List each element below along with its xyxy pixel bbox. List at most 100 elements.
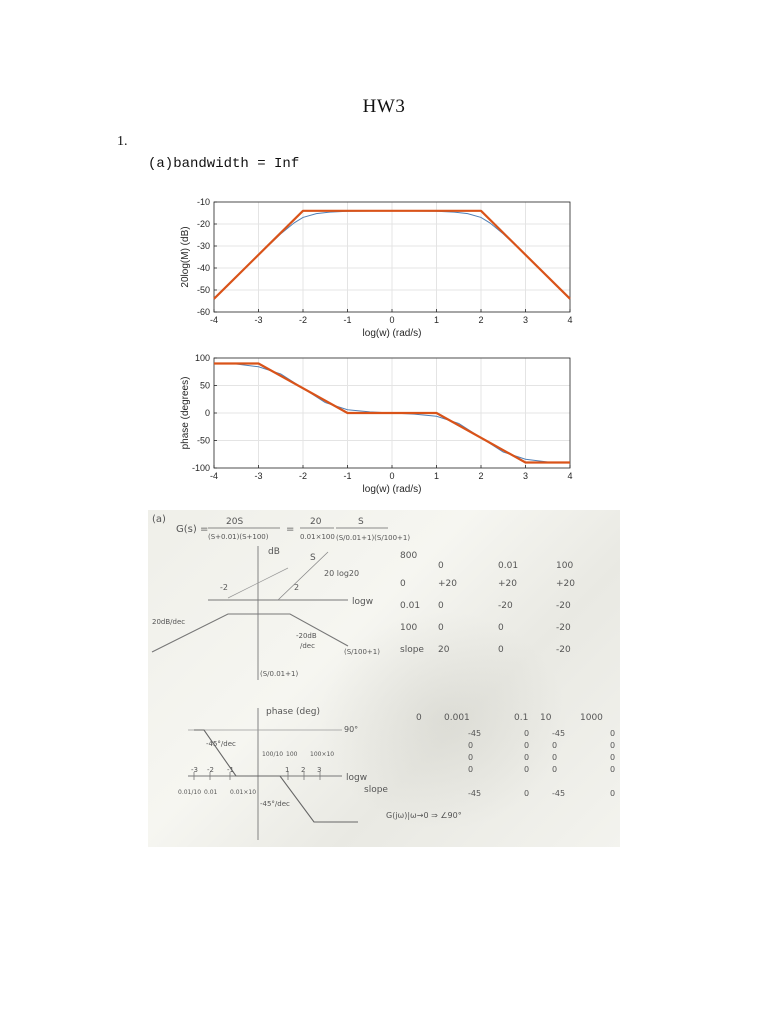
mag-series-asymptote — [213, 209, 571, 300]
hw-phase-freq-bottom-2: 0.01×10 — [230, 789, 256, 796]
magnitude-bode-plot: -4 -3 -2 -1 0 1 2 3 4 -10 -20 -30 -40 -50 -60 log(w) (r… — [170, 190, 590, 342]
hw-phase-table-cell-3-1: 0 — [524, 765, 529, 774]
hw-phase-tick-label-1: -2 — [207, 766, 214, 774]
hw-phase-table-cell-0-2: -45 — [552, 729, 565, 738]
phase-bode-plot: -4 -3 -2 -1 0 1 2 3 4 100 50 0 -50 -100 log(w) (rad/s)… — [170, 346, 590, 498]
mag-ytick-label-2: -30 — [197, 241, 210, 251]
phase-plot-svg: -4 -3 -2 -1 0 1 2 3 4 100 50 0 -50 -100 log(w) (rad/s)… — [180, 353, 573, 495]
mag-ytick-label-0: -10 — [197, 197, 210, 207]
hw-phase-table-cell-0-3: 0 — [610, 729, 615, 738]
hw-mag-table-cell-0-3: +20 — [556, 579, 575, 589]
hw-phase-slope-label: slope — [364, 785, 388, 795]
hw-mag-factor1: (S/100+1) — [344, 648, 380, 656]
phase-ytick-label-0: 100 — [195, 353, 210, 363]
hw-mag-s-label: S — [310, 553, 316, 563]
phase-xtick-label-7: 3 — [523, 471, 528, 481]
hw-mag-axis-label: dB — [268, 547, 280, 557]
hw-mag-table-cell-2-1: 0 — [438, 623, 444, 633]
hw-mag-20log20: 20 log20 — [324, 569, 359, 578]
hw-phase-table-cell-1-0: 0 — [468, 741, 473, 750]
mag-xtick-label-7: 3 — [523, 315, 528, 325]
hw-part-label: (a) — [152, 514, 166, 525]
hw-tf-den1: (S+0.01)(S+100) — [208, 533, 269, 541]
hw-phase-freq-top-1: 100 — [286, 751, 298, 758]
mag-xtick-label-1: -3 — [254, 315, 262, 325]
hw-mag-dec: /dec — [300, 642, 315, 650]
hw-mag-table-cell-1-3: -20 — [556, 601, 571, 611]
hw-phase-tick-label-4: 2 — [301, 766, 305, 774]
hw-mag-logw: logw — [352, 597, 373, 607]
hw-mag-table-cell-2-3: -20 — [556, 623, 571, 633]
question-number: 1. — [117, 134, 128, 149]
hw-mag-table-cell-0-0: 0 — [400, 579, 406, 589]
hw-mag-factor2: (S/0.01+1) — [260, 670, 298, 678]
hw-tf-den2: 0.01×100 — [300, 533, 335, 541]
hw-mag-curve — [151, 613, 349, 653]
hw-phase-table-header-0: 0 — [416, 713, 422, 723]
hw-mag-table-cell-0-2: +20 — [498, 579, 517, 589]
phase-ytick-label-2: 0 — [205, 408, 210, 418]
hw-mag-20db-dec: 20dB/dec — [152, 618, 185, 626]
hw-mag-table-cell-3-2: 0 — [498, 645, 504, 655]
hw-mag-neg2: -2 — [220, 583, 228, 592]
hw-tf-lhs: G(s) = — [176, 524, 208, 535]
handwritten-notes-svg: (a) G(s) = 20S (S+0.01)(S+100) = 20 0.01… — [151, 514, 615, 840]
mag-xtick-label-5: 1 — [434, 315, 439, 325]
hw-tf-factors: (S/0.01+1)(S/100+1) — [336, 534, 410, 542]
hw-mag-s-line — [277, 551, 329, 601]
phase-series-asymptote — [214, 362, 570, 464]
mag-xtick-label-4: 0 — [389, 315, 394, 325]
mag-xtick-label-0: -4 — [210, 315, 218, 325]
phase-ytick-label-4: -100 — [192, 463, 210, 473]
hw-mag-table-header-2: 0.01 — [498, 561, 518, 571]
mag-ytick-label-1: -20 — [197, 219, 210, 229]
hw-phase-axis-label: phase (deg) — [266, 707, 320, 717]
phase-xtick-label-5: 1 — [434, 471, 439, 481]
phase-xtick-label-2: -2 — [299, 471, 307, 481]
hw-mag-table-cell-1-0: 0.01 — [400, 601, 420, 611]
hw-phase-ticks: -3 -2 -1 1 2 3 100/10 100 100×10 0.01/10 0.01 0.01×… — [178, 751, 334, 796]
mag-ylabel: 20log(M) (dB) — [180, 226, 191, 287]
hw-mag-table-cell-3-0: slope — [400, 645, 424, 655]
hw-phase-table-cell-1-2: 0 — [552, 741, 557, 750]
hw-phase-table-header-4: 1000 — [580, 713, 603, 723]
mag-ytick-label-4: -50 — [197, 285, 210, 295]
phase-xtick-label-3: -1 — [343, 471, 351, 481]
phase-xtick-label-8: 4 — [567, 471, 572, 481]
hw-phase-table-cell-2-1: 0 — [524, 753, 529, 762]
mag-xtick-label-3: -1 — [343, 315, 351, 325]
hw-phase-table-header-2: 0.1 — [514, 713, 528, 723]
hw-phase-table-cell-1-1: 0 — [524, 741, 529, 750]
phase-ytick-label-3: -50 — [197, 436, 210, 446]
hw-mag-table-header-0: 800 — [400, 551, 417, 561]
hw-phase-table-header-3: 10 — [540, 713, 552, 723]
phase-xtick-label-6: 2 — [478, 471, 483, 481]
hw-phase-table-cell-2-3: 0 — [610, 753, 615, 762]
hw-phase-table-cell-0-1: 0 — [524, 729, 529, 738]
hw-mag-table-cell-2-0: 100 — [400, 623, 417, 633]
hw-phase-90: 90° — [344, 725, 358, 734]
hw-phase-freq-top-2: 100×10 — [310, 751, 334, 758]
handwritten-notes-photo: (a) G(s) = 20S (S+0.01)(S+100) = 20 0.01… — [148, 510, 620, 847]
hw-tf-eq: = — [286, 524, 294, 535]
hw-mag-table-cell-2-2: 0 — [498, 623, 504, 633]
hw-phase-freq-bottom-1: 0.01 — [204, 789, 218, 796]
hw-phase-slope-value-2: -45 — [552, 789, 565, 798]
mag-xtick-label-2: -2 — [299, 315, 307, 325]
mag-ytick-label-3: -40 — [197, 263, 210, 273]
hw-phase-table-cell-3-2: 0 — [552, 765, 557, 774]
mag-xtick-label-8: 4 — [567, 315, 572, 325]
phase-ytick-label-1: 50 — [200, 381, 210, 391]
hw-phase-table-cell-3-3: 0 — [610, 765, 615, 774]
hw-phase-tick-label-3: 1 — [285, 766, 289, 774]
hw-mag-table-cell-1-2: -20 — [498, 601, 513, 611]
hw-phase-table-cell-1-3: 0 — [610, 741, 615, 750]
hw-mag-table-cell-3-1: 20 — [438, 645, 450, 655]
hw-mag-neg20db: -20dB — [296, 632, 317, 640]
hw-phase-table-cell-2-0: 0 — [468, 753, 473, 762]
hw-phase-table: 0 0.001 0.1 10 1000 -45 0 -45 0 0 0 0 0 0 0 0 0 0 0 0 0 -45 0 -… — [416, 713, 615, 798]
hw-phase-logw: logw — [346, 773, 367, 783]
hw-phase-slope-value-0: -45 — [468, 789, 481, 798]
hw-mag-table-cell-3-3: -20 — [556, 645, 571, 655]
